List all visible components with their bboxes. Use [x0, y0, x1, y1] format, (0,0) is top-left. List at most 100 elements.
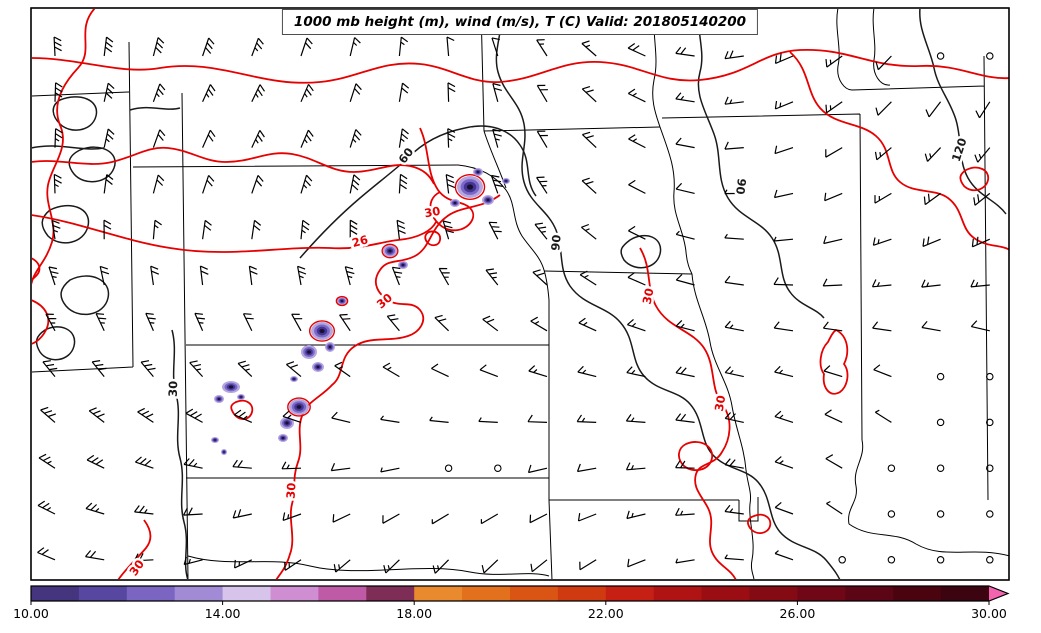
- contour-label: 120: [949, 136, 970, 163]
- colorbar-tick-label: 26.00: [780, 606, 816, 621]
- wind-barb: [923, 192, 941, 206]
- storm-cell-core: [285, 421, 289, 425]
- wind-barb: [871, 279, 892, 288]
- calm-wind-circle: [986, 464, 994, 472]
- wind-barb: [875, 55, 892, 71]
- wind-barb: [330, 462, 351, 472]
- contour-label: 30: [423, 204, 441, 221]
- calm-wind-circle: [887, 510, 896, 518]
- wind-barb: [874, 192, 892, 204]
- wind-barb: [183, 556, 203, 566]
- wind-barb: [970, 320, 990, 332]
- wind-barb: [534, 222, 548, 240]
- storm-cell-red-ring: [335, 295, 349, 307]
- black-contour-line: [495, 9, 841, 579]
- red-contour-line: [275, 194, 501, 579]
- wind-barb: [773, 236, 794, 242]
- contour-label: 30: [166, 381, 181, 397]
- wind-barb: [234, 559, 253, 569]
- wind-barb: [527, 464, 548, 474]
- colorbar-arrow: [989, 586, 1008, 601]
- wind-barb: [872, 321, 892, 332]
- wind-barb: [53, 36, 62, 57]
- colorbar-tick-label: 30.00: [971, 606, 1007, 621]
- wind-barb: [434, 314, 450, 332]
- calm-wind-circle: [936, 52, 945, 60]
- colorbar-segment: [126, 586, 176, 601]
- wind-barb: [873, 364, 892, 378]
- wind-barb: [332, 513, 351, 523]
- wind-barb: [825, 454, 843, 469]
- wind-barb: [145, 312, 156, 332]
- calm-wind-circle: [936, 372, 945, 381]
- wind-barb: [724, 275, 744, 286]
- wind-barb: [825, 101, 843, 114]
- wind-barb: [924, 147, 942, 162]
- calm-wind-circle: [838, 556, 846, 564]
- wind-barb: [774, 145, 794, 155]
- state-boundaries: [32, 9, 1009, 579]
- storm-cell-core: [388, 249, 392, 253]
- storm-cell-core: [281, 437, 285, 439]
- wind-barb: [382, 513, 400, 524]
- wind-barb: [232, 459, 252, 469]
- wind-barb: [488, 221, 502, 240]
- storm-cell-red-ring: [287, 397, 311, 417]
- storm-cell-red-ring: [381, 243, 399, 259]
- wind-barb: [103, 128, 115, 148]
- wind-barb: [724, 504, 744, 515]
- colorbar-segment: [318, 586, 367, 601]
- wind-barb: [628, 134, 646, 149]
- wind-barb: [724, 366, 744, 378]
- wind-barb: [398, 82, 410, 102]
- wind-barb: [447, 82, 456, 102]
- wind-barb: [183, 458, 203, 469]
- wind-barb: [53, 173, 62, 194]
- wind-barb: [234, 409, 253, 423]
- wind-barb: [825, 55, 843, 68]
- wind-barb: [38, 453, 56, 469]
- wind-barb: [281, 461, 302, 470]
- wind-barb: [485, 268, 499, 286]
- wind-barb: [492, 128, 502, 148]
- wind-barb: [826, 500, 843, 515]
- plot-title: 1000 mb height (m), wind (m/s), T (C) Va…: [281, 9, 759, 35]
- contour-label: 90: [733, 178, 749, 196]
- colorbar-tick-label: 10.00: [13, 606, 49, 621]
- wind-barb: [103, 82, 115, 102]
- contour-label: 30: [374, 290, 395, 311]
- colorbar-segment: [605, 586, 655, 601]
- wind-barb: [774, 410, 794, 423]
- wind-barb: [189, 360, 204, 378]
- colorbar-segment: [797, 586, 846, 601]
- wind-barb: [675, 460, 695, 469]
- wind-barb: [91, 360, 107, 377]
- wind-barb: [398, 173, 408, 194]
- storm-cell-core: [217, 398, 221, 400]
- wind-barb: [970, 279, 990, 288]
- wind-barb: [380, 467, 400, 473]
- wind-barb: [54, 128, 63, 148]
- wind-barb: [446, 36, 455, 57]
- wind-barb: [478, 417, 498, 423]
- calm-wind-circle: [887, 556, 896, 564]
- colorbar-segment: [462, 586, 511, 601]
- wind-barb: [86, 454, 105, 469]
- wind-barb: [527, 414, 548, 423]
- storm-cell-core: [296, 405, 302, 409]
- wind-barb: [202, 219, 212, 240]
- wind-barb: [37, 547, 56, 561]
- calm-wind-circle: [986, 372, 994, 381]
- calm-wind-circle: [444, 464, 453, 472]
- wind-barb: [398, 128, 409, 148]
- colorbar-segment: [366, 586, 415, 601]
- wind-barb: [297, 265, 307, 286]
- state-border-river: [187, 9, 1009, 579]
- wind-barb: [331, 411, 351, 423]
- wind-barb: [251, 130, 265, 148]
- wind-barb: [150, 265, 160, 286]
- wind-barb: [530, 559, 548, 573]
- wind-barb: [199, 265, 209, 286]
- wind-barb: [530, 316, 548, 332]
- colorbar-segment: [653, 586, 703, 601]
